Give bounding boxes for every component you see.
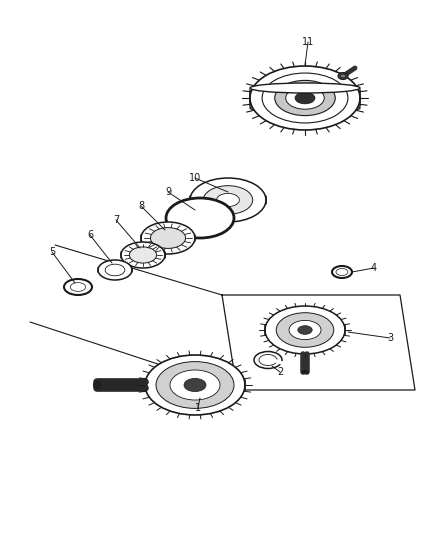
Ellipse shape xyxy=(298,326,312,334)
Text: 7: 7 xyxy=(113,215,119,225)
Text: 11: 11 xyxy=(302,37,314,47)
Ellipse shape xyxy=(302,370,308,374)
Ellipse shape xyxy=(141,222,195,254)
Ellipse shape xyxy=(340,74,346,78)
Ellipse shape xyxy=(250,83,360,93)
Ellipse shape xyxy=(250,66,360,130)
Text: 5: 5 xyxy=(49,247,55,257)
Text: 1: 1 xyxy=(195,403,201,413)
Ellipse shape xyxy=(250,103,360,113)
Ellipse shape xyxy=(170,370,220,400)
Ellipse shape xyxy=(71,282,86,292)
Ellipse shape xyxy=(289,320,321,340)
Ellipse shape xyxy=(184,378,206,392)
Text: 8: 8 xyxy=(138,201,144,211)
Ellipse shape xyxy=(332,266,352,278)
Text: 3: 3 xyxy=(387,333,393,343)
Ellipse shape xyxy=(203,185,253,214)
Ellipse shape xyxy=(150,228,186,248)
Ellipse shape xyxy=(295,92,315,104)
Ellipse shape xyxy=(265,306,345,354)
Ellipse shape xyxy=(190,178,266,222)
Ellipse shape xyxy=(105,264,125,276)
Text: 9: 9 xyxy=(165,187,171,197)
Text: 6: 6 xyxy=(87,230,93,240)
Ellipse shape xyxy=(145,355,245,415)
Ellipse shape xyxy=(336,269,348,276)
Ellipse shape xyxy=(286,87,324,109)
Ellipse shape xyxy=(98,260,132,280)
Ellipse shape xyxy=(64,279,92,295)
Ellipse shape xyxy=(129,247,157,263)
Ellipse shape xyxy=(156,361,234,408)
Ellipse shape xyxy=(121,242,165,268)
Ellipse shape xyxy=(262,73,348,123)
Ellipse shape xyxy=(259,354,277,366)
Ellipse shape xyxy=(174,203,226,233)
Ellipse shape xyxy=(275,80,335,116)
Ellipse shape xyxy=(217,193,240,207)
Text: 4: 4 xyxy=(371,263,377,273)
Text: 10: 10 xyxy=(189,173,201,183)
Ellipse shape xyxy=(254,351,282,368)
Text: 2: 2 xyxy=(277,367,283,377)
Ellipse shape xyxy=(166,198,234,238)
Ellipse shape xyxy=(93,382,100,389)
Ellipse shape xyxy=(338,72,348,79)
Ellipse shape xyxy=(276,313,334,348)
